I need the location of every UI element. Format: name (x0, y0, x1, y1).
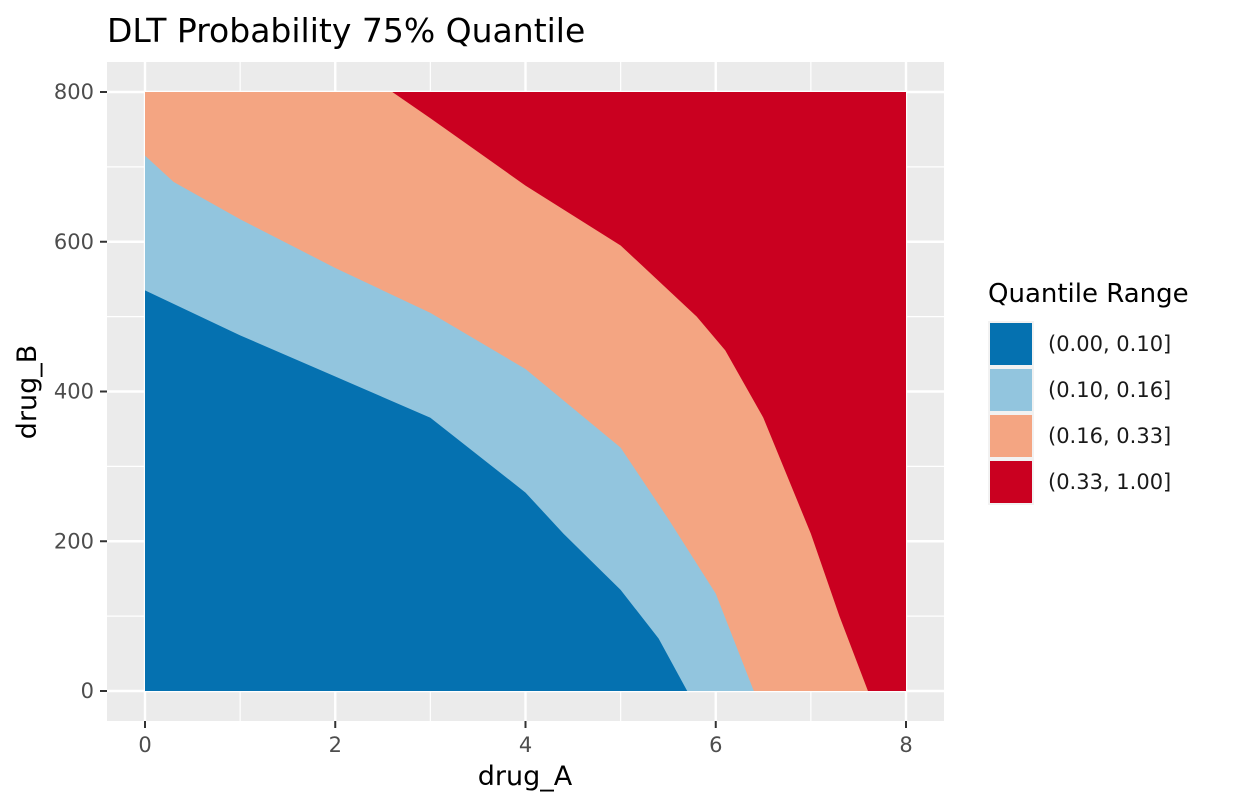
x-tick-label: 4 (519, 733, 532, 757)
y-axis-title: drug_B (12, 345, 43, 440)
legend-label: (0.00, 0.10] (1048, 332, 1171, 356)
legend: Quantile Range (0.00, 0.10](0.10, 0.16](… (988, 279, 1189, 505)
legend-label: (0.16, 0.33] (1048, 424, 1171, 448)
x-tick-label: 6 (709, 733, 722, 757)
x-tick-label: 2 (329, 733, 342, 757)
legend-label: (0.10, 0.16] (1048, 378, 1171, 402)
legend-swatch (990, 461, 1032, 503)
chart-title: DLT Probability 75% Quantile (107, 11, 585, 50)
legend-swatch (990, 415, 1032, 457)
region-0.00-0.10 (145, 290, 688, 691)
y-tick-label: 0 (81, 679, 94, 703)
legend-swatch (990, 369, 1032, 411)
legend-title: Quantile Range (988, 279, 1189, 309)
legend-items: (0.00, 0.10] (0.10, 0.16] (0.16, 0.33] (0.3… (988, 321, 1171, 505)
y-tick-label: 400 (54, 380, 94, 404)
plot-panel (107, 62, 944, 721)
y-axis: 0 200 400 600 800 (54, 80, 107, 703)
y-tick-label: 800 (54, 80, 94, 104)
legend-label: (0.33, 1.00] (1048, 470, 1171, 494)
x-tick-label: 0 (138, 733, 151, 757)
x-axis-title: drug_A (478, 761, 573, 792)
y-tick-label: 200 (54, 529, 94, 553)
x-tick-label: 8 (899, 733, 912, 757)
legend-swatch (990, 323, 1032, 365)
x-axis: 0 2 4 6 8 (138, 721, 913, 757)
quantile-regions (145, 92, 906, 692)
y-tick-label: 600 (54, 230, 94, 254)
